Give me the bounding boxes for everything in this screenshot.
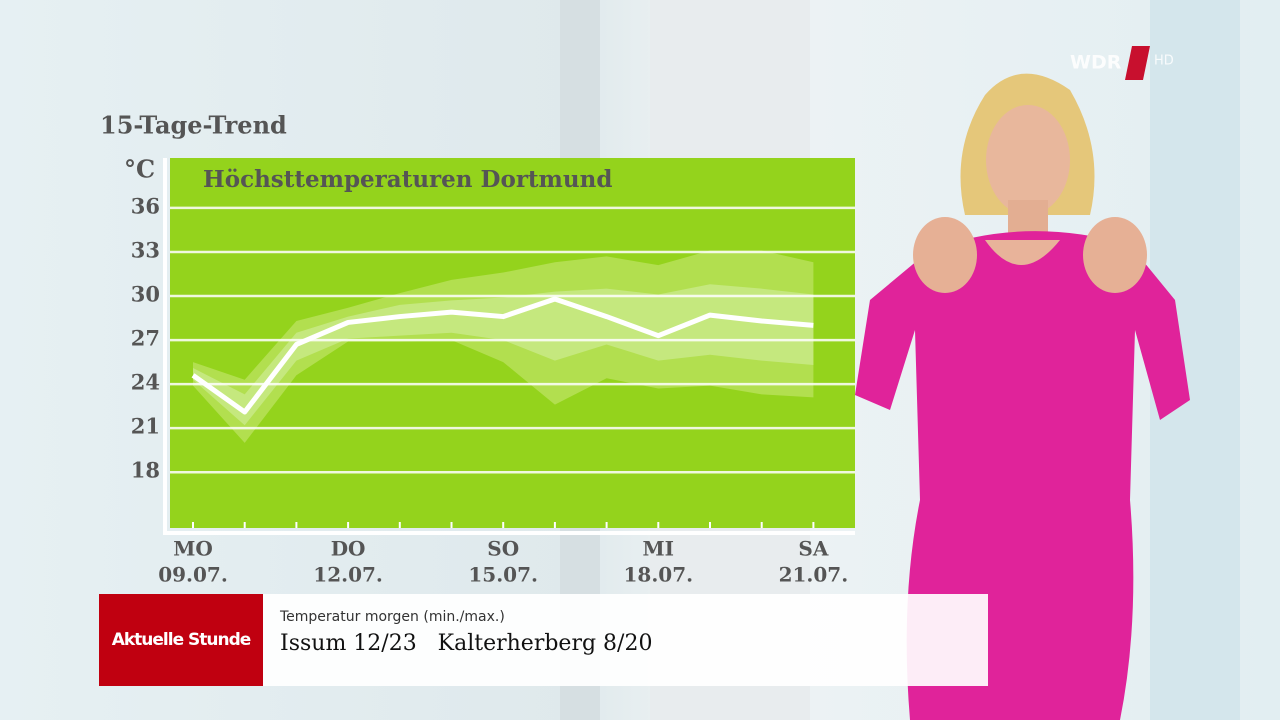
x-tick-label: 21.07. xyxy=(779,563,849,587)
x-weekday-label: DO xyxy=(331,537,366,561)
y-tick-label: 36 xyxy=(131,193,160,218)
x-weekday-label: MO xyxy=(173,537,213,561)
temperature-line xyxy=(191,296,814,415)
brand-text: Aktuelle Stunde xyxy=(112,630,251,650)
x-weekday-label: MI xyxy=(643,537,675,561)
chart-heading: 15-Tage-Trend xyxy=(100,111,287,140)
y-unit: °C xyxy=(124,155,155,184)
x-tick-label: 18.07. xyxy=(624,563,694,587)
caption: Temperatur morgen (min./max.) xyxy=(279,609,505,625)
x-tick-label: 15.07. xyxy=(468,563,538,587)
y-tick-label: 24 xyxy=(131,370,160,395)
y-tick-label: 30 xyxy=(131,282,160,307)
logo-hd: HD xyxy=(1154,54,1174,69)
y-tick-label: 27 xyxy=(131,326,160,351)
range-band xyxy=(193,284,814,426)
x-weekday-label: SA xyxy=(798,537,828,561)
x-tick-label: 12.07. xyxy=(313,563,383,587)
y-tick-label: 18 xyxy=(131,458,160,483)
x-weekday-label: SO xyxy=(487,537,519,561)
y-tick-label: 33 xyxy=(131,237,160,262)
logo-mark xyxy=(1125,46,1150,80)
caption-line: Issum 12/23 Kalterherberg 8/20 xyxy=(280,631,652,656)
y-tick-label: 21 xyxy=(131,414,160,439)
x-tick-label: 09.07. xyxy=(158,563,228,587)
caption-box xyxy=(263,594,988,686)
axis-line xyxy=(163,158,855,535)
chart-title: Höchsttemperaturen Dortmund xyxy=(203,166,612,193)
brand-box xyxy=(99,594,263,686)
logo-text: WDR xyxy=(1070,52,1122,74)
